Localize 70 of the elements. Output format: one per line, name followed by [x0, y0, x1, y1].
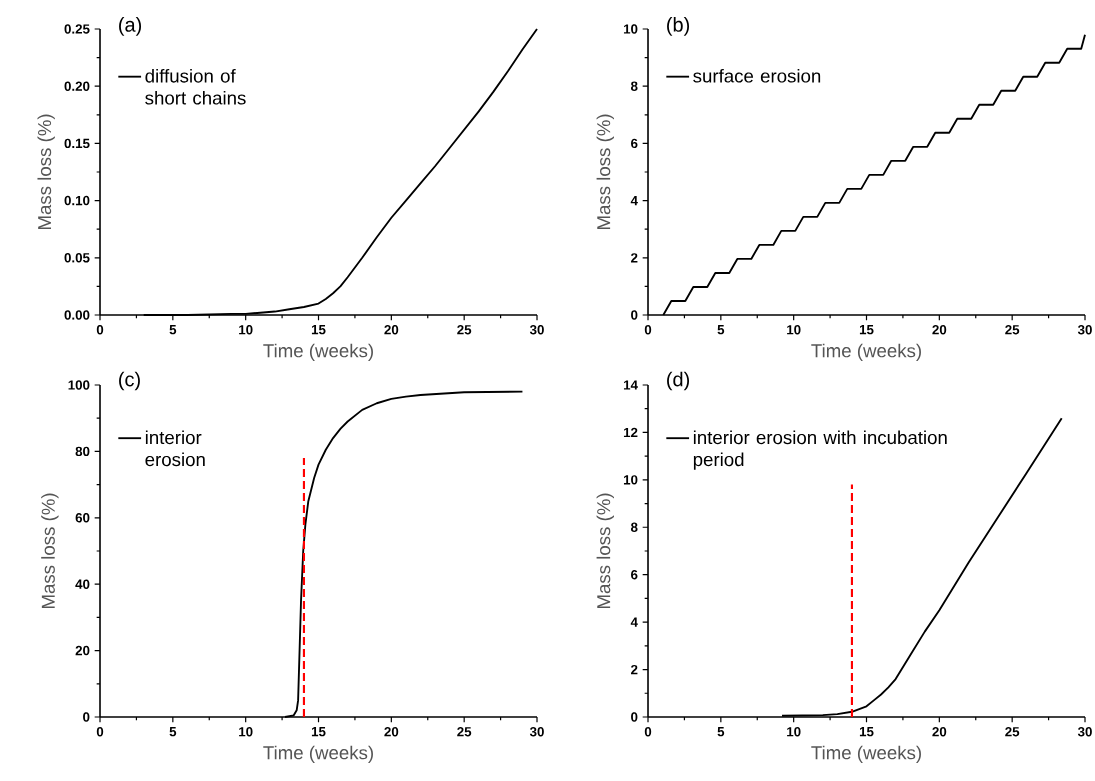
y-axis-title: Mass loss (%) — [596, 114, 614, 230]
y-tick-label: 4 — [630, 196, 638, 206]
y-tick-label: 0 — [631, 712, 638, 722]
chart-title: (a) — [119, 17, 142, 36]
x-tick-label: 5 — [717, 325, 725, 335]
y-tick-label: 6 — [631, 569, 638, 580]
x-tick-label: 25 — [457, 325, 472, 335]
x-axis-title: Time (weeks) — [811, 343, 921, 362]
x-tick-label: 10 — [787, 727, 801, 737]
legend-label: diffusion of short chains — [145, 68, 246, 105]
x-tick-label: 30 — [1077, 727, 1092, 737]
y-tick-label: 8 — [630, 522, 638, 532]
y-tick-label: 2 — [631, 253, 638, 263]
chart-title: (c) — [119, 371, 140, 391]
legend-label: interior erosion — [145, 430, 205, 467]
y-tick-label: 0.15 — [64, 138, 90, 149]
x-tick-label: 20 — [384, 325, 399, 335]
y-axis-title: Mass loss (%) — [41, 493, 59, 609]
x-tick-label: 25 — [457, 727, 472, 737]
x-tick-label: 5 — [169, 325, 177, 335]
x-tick-label: 5 — [169, 727, 177, 737]
y-tick-label: 0.25 — [64, 24, 90, 34]
x-tick-label: 0 — [644, 727, 652, 737]
x-tick-label: 30 — [1077, 325, 1092, 335]
x-tick-label: 0 — [96, 325, 104, 335]
legend-label: interior erosion with incubation period — [693, 430, 947, 470]
x-axis-title: Time (weeks) — [263, 745, 373, 764]
chart-title: (b) — [667, 17, 690, 36]
y-axis-title: Mass loss (%) — [596, 493, 614, 609]
y-tick-label: 80 — [75, 446, 90, 457]
legend-label: surface erosion — [693, 68, 821, 83]
y-tick-label: 8 — [630, 81, 638, 91]
x-tick-label: 20 — [932, 727, 947, 737]
x-tick-label: 20 — [932, 325, 947, 335]
y-tick-label: 14 — [623, 380, 638, 390]
x-tick-label: 10 — [239, 325, 253, 335]
y-tick-label: 0 — [631, 310, 638, 320]
x-tick-label: 30 — [529, 727, 544, 737]
y-tick-label: 0.00 — [64, 310, 90, 320]
y-tick-label: 0 — [83, 712, 90, 722]
y-tick-label: 100 — [68, 380, 90, 390]
y-tick-label: 60 — [75, 513, 90, 523]
x-tick-label: 5 — [717, 727, 725, 737]
y-axis-title: Mass loss (%) — [37, 114, 55, 230]
x-tick-label: 15 — [311, 325, 326, 335]
chart-title: (d) — [667, 371, 690, 391]
y-tick-label: 2 — [631, 664, 638, 675]
x-tick-label: 10 — [787, 325, 801, 335]
x-tick-label: 15 — [859, 325, 874, 335]
y-tick-label: 20 — [75, 645, 90, 656]
y-tick-label: 10 — [623, 475, 638, 485]
x-tick-label: 30 — [529, 325, 544, 335]
y-tick-label: 12 — [623, 427, 638, 438]
x-tick-label: 25 — [1005, 727, 1020, 737]
x-axis-title: Time (weeks) — [811, 745, 921, 764]
x-tick-label: 10 — [239, 727, 253, 737]
y-tick-label: 0.20 — [64, 81, 90, 91]
y-tick-label: 0.05 — [64, 253, 90, 263]
y-tick-label: 4 — [630, 617, 638, 627]
y-tick-label: 6 — [631, 138, 638, 149]
y-tick-label: 0.10 — [64, 195, 90, 206]
y-tick-label: 40 — [75, 579, 90, 589]
x-tick-label: 15 — [311, 727, 326, 737]
y-tick-label: 10 — [623, 24, 638, 34]
x-tick-label: 0 — [644, 325, 652, 335]
x-tick-label: 15 — [859, 727, 874, 737]
x-tick-label: 0 — [96, 727, 104, 737]
x-tick-label: 20 — [384, 727, 399, 737]
x-tick-label: 25 — [1005, 325, 1020, 335]
x-axis-title: Time (weeks) — [263, 343, 373, 362]
